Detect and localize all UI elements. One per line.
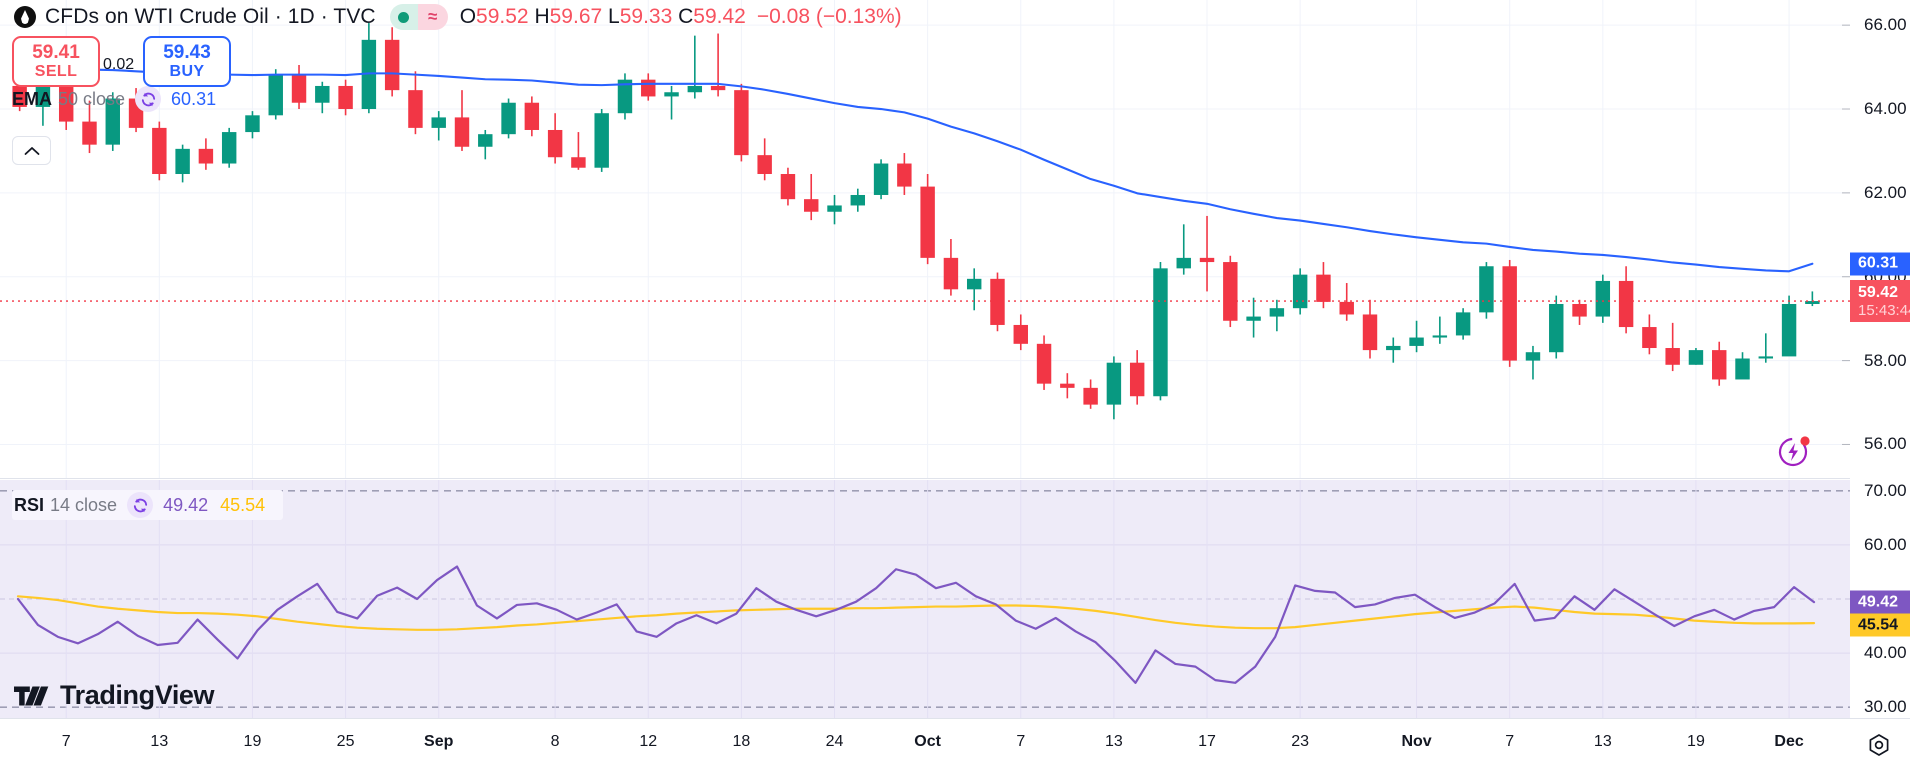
rsi-legend-name: RSI: [14, 494, 45, 515]
ohlc-c-label: C: [678, 5, 694, 28]
ohlc-l-value: 59.33: [619, 5, 673, 28]
chevron-up-icon: [24, 146, 39, 155]
rsi-legend[interactable]: RSI 14 close 49.42 45.54: [12, 490, 284, 520]
rsi-ma-legend-value: 45.54: [220, 494, 266, 515]
pane-divider: [0, 478, 1850, 479]
refresh-icon[interactable]: [127, 492, 154, 518]
time-tick: Dec: [1774, 733, 1804, 750]
time-tick: 23: [1291, 733, 1310, 750]
price-tick: 64.00: [1864, 99, 1907, 119]
oil-drop-icon: [14, 6, 36, 28]
ema-legend[interactable]: EMA 50 close 60.31: [12, 86, 216, 112]
price-pane[interactable]: [0, 0, 1850, 478]
time-tick: Nov: [1401, 733, 1432, 750]
ohlc-values: O59.52 H59.67 L59.33 C59.42: [460, 5, 746, 29]
time-axis[interactable]: 7 13 19 25 Sep 8 12 18 24 Oct 7 13 17 23 Nov 7 13 19 Dec: [0, 718, 1910, 768]
time-tick: 8: [550, 733, 560, 750]
rsi-value-badge: 49.42: [1850, 590, 1910, 614]
ema-legend-args: 50 close: [58, 88, 126, 109]
rsi-tick: 30.00: [1864, 697, 1907, 717]
price-tick: 66.00: [1864, 15, 1907, 35]
last-price-text: 59.42: [1858, 283, 1899, 301]
time-tick: 13: [150, 733, 169, 750]
chart-header: CFDs on WTI Crude Oil · 1D · TVC ≈ O59.5…: [0, 0, 902, 34]
rsi-pane[interactable]: [0, 480, 1850, 718]
symbol-title[interactable]: CFDs on WTI Crude Oil · 1D · TVC: [45, 5, 376, 28]
time-tick: 19: [243, 733, 262, 750]
ema-badge-text: 60.31: [1858, 254, 1899, 272]
time-tick: 12: [639, 733, 658, 750]
time-tick: Sep: [424, 733, 454, 750]
time-tick: 24: [825, 733, 844, 750]
buy-price: 59.43: [163, 41, 211, 63]
circle-dot-icon: [389, 4, 418, 30]
last-price-badge: 59.42 15:43:44: [1850, 280, 1910, 323]
collapse-trade-panel-button[interactable]: [12, 136, 51, 165]
time-tick: 7: [1505, 733, 1515, 750]
sell-price: 59.41: [32, 41, 80, 63]
lightning-alert-icon[interactable]: [1777, 434, 1811, 473]
time-tick: 17: [1198, 733, 1216, 750]
spread-value: 0.02: [103, 56, 135, 73]
rsi-legend-value: 49.42: [163, 494, 209, 515]
approx-wave-icon: ≈: [417, 4, 448, 30]
ohlc-o-value: 59.52: [476, 5, 529, 28]
time-tick: 7: [1016, 733, 1026, 750]
price-tick: 62.00: [1864, 182, 1907, 202]
sell-label: SELL: [34, 63, 78, 81]
time-tick: 13: [1593, 733, 1612, 750]
rsi-tick: 70.00: [1864, 480, 1907, 500]
ohlc-o-label: O: [459, 5, 477, 28]
buy-button-wrap[interactable]: 59.43 BUY: [143, 36, 231, 87]
ohlc-h-label: H: [534, 5, 550, 28]
time-tick: 18: [732, 733, 751, 750]
ema-legend-name: EMA: [12, 88, 52, 109]
ema-value-badge: 60.31: [1850, 252, 1910, 276]
rsi-legend-args: 14 close: [50, 494, 118, 515]
ema-legend-value: 60.31: [171, 88, 217, 109]
refresh-icon[interactable]: [135, 86, 162, 112]
time-tick: 25: [336, 733, 355, 750]
price-axis[interactable]: 66.00 64.00 62.00 60.00 58.00 56.00 70.00 60.0…: [1850, 0, 1910, 718]
price-change: −0.08 (−0.13%): [756, 5, 902, 28]
price-tick: 56.00: [1864, 434, 1907, 454]
buy-label: BUY: [169, 63, 205, 81]
time-tick: 7: [61, 733, 71, 750]
time-tick: Oct: [914, 733, 941, 750]
sell-button-wrap[interactable]: 59.41 SELL: [12, 36, 100, 87]
settings-hex-icon[interactable]: [1866, 732, 1892, 763]
ohlc-h-value: 59.67: [549, 5, 603, 28]
rsi-tick: 40.00: [1864, 643, 1907, 663]
rsi-tick: 60.00: [1864, 534, 1907, 554]
price-chart-svg: [0, 0, 1850, 478]
time-tick: 13: [1104, 733, 1123, 750]
sell-button[interactable]: 59.41 SELL: [12, 36, 100, 87]
rsi-ma-value-badge: 45.54: [1850, 613, 1910, 637]
ohlc-c-value: 59.42: [693, 5, 746, 28]
rsi-ma-badge-text: 45.54: [1858, 616, 1899, 634]
rsi-badge-text: 49.42: [1858, 593, 1899, 611]
price-tick: 58.00: [1864, 350, 1907, 370]
time-tick: 19: [1687, 733, 1705, 750]
last-price-countdown: 15:43:44: [1858, 301, 1910, 319]
ohlc-l-label: L: [608, 5, 620, 28]
buy-button[interactable]: 59.43 BUY: [143, 36, 231, 87]
rsi-chart-svg: [0, 480, 1850, 718]
data-source-badges[interactable]: ≈: [389, 4, 448, 30]
